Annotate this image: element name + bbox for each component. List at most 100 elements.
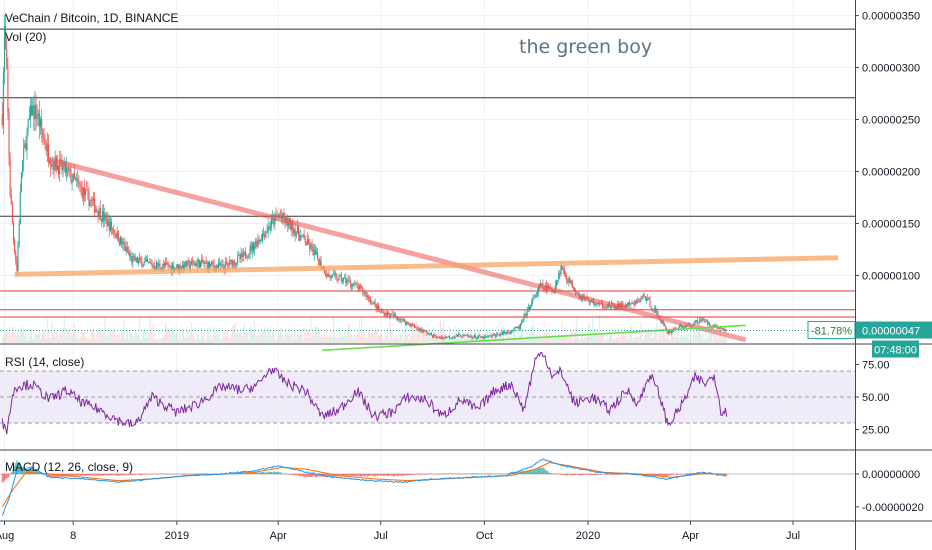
candle-body: [213, 264, 215, 267]
volume-bar: [718, 335, 720, 343]
macd-histogram-bar: [187, 474, 189, 475]
volume-bar: [708, 336, 710, 343]
candle-body: [87, 189, 89, 192]
candle-body: [533, 296, 535, 299]
candle-body: [51, 166, 53, 168]
candle-body: [465, 334, 467, 336]
volume-bar: [380, 332, 382, 343]
volume-bar: [239, 333, 241, 343]
volume-bar: [416, 320, 418, 343]
candle-body: [81, 187, 83, 198]
candle-body: [346, 280, 348, 284]
candle-body: [668, 331, 670, 334]
volume-bar: [25, 329, 27, 343]
macd-histogram-bar: [548, 472, 550, 474]
volume-bar: [275, 339, 277, 343]
volume-bar: [250, 326, 252, 343]
macd-histogram-bar: [4, 474, 6, 481]
macd-histogram-bar: [606, 474, 608, 475]
volume-bar: [222, 336, 224, 343]
macd-histogram-bar: [434, 473, 436, 475]
candle-body: [7, 67, 9, 113]
volume-bar: [328, 334, 330, 343]
volume-bar: [508, 328, 510, 343]
candle-body: [166, 262, 168, 265]
volume-bar: [282, 334, 284, 343]
volume-bar: [577, 334, 579, 343]
macd-histogram-bar: [126, 474, 128, 475]
macd-histogram-bar: [267, 471, 269, 474]
macd-histogram-bar: [392, 474, 394, 477]
time-axis-tick-label: 2019: [165, 530, 189, 542]
candle-body: [463, 334, 465, 336]
volume-bar: [443, 318, 445, 343]
candle-body: [508, 332, 510, 334]
macd-histogram-bar: [683, 474, 685, 475]
macd-histogram-bar: [131, 474, 133, 476]
candle-body: [325, 273, 327, 275]
candle-body: [97, 210, 99, 217]
macd-histogram-bar: [241, 473, 243, 475]
macd-histogram-bar: [481, 473, 483, 474]
candle-body: [576, 292, 578, 294]
volume-bar: [96, 331, 98, 343]
volume-bar: [116, 335, 118, 343]
volume-bar: [240, 332, 242, 343]
volume-bar: [376, 328, 378, 343]
macd-histogram-bar: [345, 474, 347, 476]
candle-body: [133, 256, 135, 258]
candle-body: [23, 148, 25, 162]
volume-bar: [420, 338, 422, 343]
macd-histogram-bar: [391, 474, 393, 476]
macd-histogram-bar: [8, 474, 10, 477]
macd-histogram-bar: [310, 474, 312, 477]
volume-bar: [52, 334, 54, 343]
macd-histogram-bar: [24, 469, 26, 474]
candle-body: [391, 313, 393, 315]
macd-histogram-bar: [148, 474, 150, 475]
volume-bar: [205, 339, 207, 343]
macd-histogram-bar: [112, 474, 114, 476]
candle-body: [29, 105, 31, 119]
candle-body: [309, 244, 311, 250]
volume-bar: [674, 328, 676, 343]
macd-histogram-bar: [133, 474, 135, 475]
candle-body: [499, 333, 501, 336]
macd-histogram-bar: [495, 473, 497, 475]
candle-body: [350, 284, 353, 287]
volume-bar: [114, 331, 116, 343]
candle-body: [232, 260, 234, 267]
volume-bar: [276, 338, 278, 343]
volume-bar: [613, 330, 615, 343]
time-axis[interactable]: Aug82019AprJulOct2020AprJul: [0, 521, 800, 542]
rsi-axis-tick-label: 50.00: [862, 392, 890, 404]
macd-histogram-bar: [560, 474, 562, 475]
price-axis[interactable]: 0.000003500.000003000.000002500.00000200…: [855, 11, 924, 514]
volume-bar: [225, 331, 227, 343]
volume-bar: [254, 321, 256, 343]
macd-histogram-bar: [67, 474, 69, 477]
volume-bar: [485, 333, 487, 343]
macd-histogram-bar: [399, 474, 401, 476]
volume-bar: [60, 331, 62, 343]
candle-body: [521, 321, 523, 324]
volume-bar: [32, 338, 34, 343]
macd-histogram-bar: [468, 473, 470, 474]
macd-histogram-bar: [313, 474, 315, 477]
candle-body: [433, 334, 435, 338]
macd-histogram-bar: [181, 474, 183, 475]
candle-body: [429, 332, 431, 334]
volume-bar: [44, 329, 46, 343]
candle-body: [225, 261, 227, 263]
candle-body: [220, 264, 222, 266]
candle-body: [507, 331, 509, 333]
macd-histogram-bar: [99, 474, 101, 476]
candle-body: [302, 234, 304, 236]
volume-bar: [334, 330, 336, 343]
candle-body: [270, 219, 273, 227]
candle-body: [18, 224, 20, 246]
candle-body: [152, 265, 154, 267]
macd-histogram-bar: [543, 468, 545, 474]
volume-bar: [126, 328, 128, 343]
volume-bar: [213, 326, 215, 343]
